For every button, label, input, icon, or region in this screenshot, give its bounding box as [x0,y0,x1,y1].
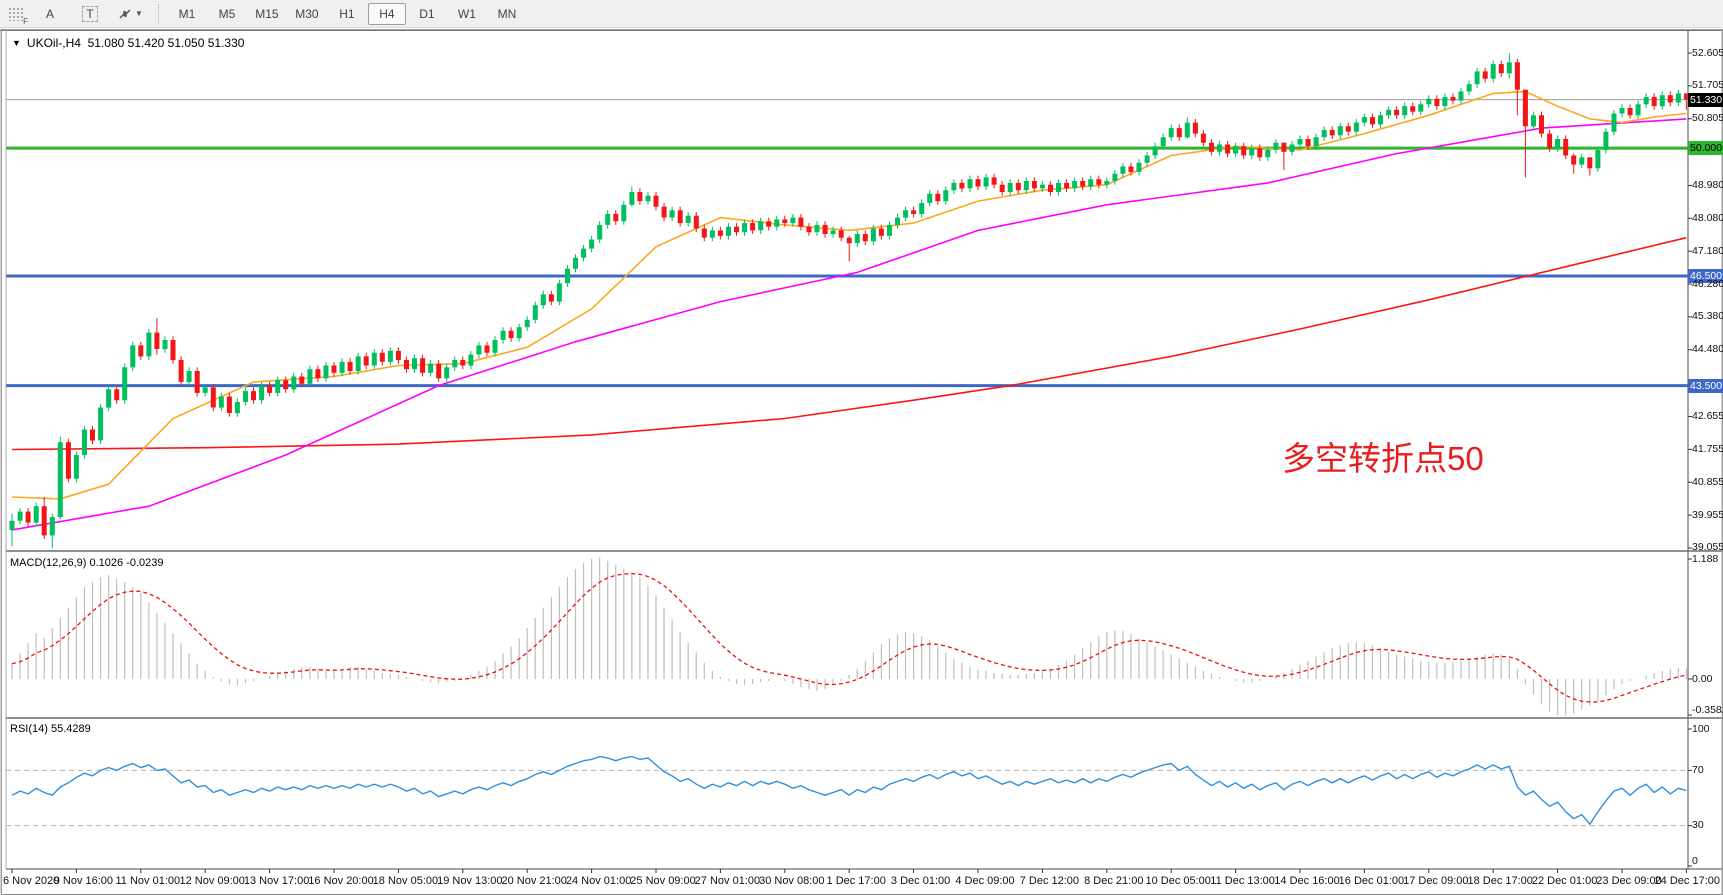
time-axis-label: 8 Dec 21:00 [1084,875,1144,887]
time-axis-label: 19 Nov 13:00 [437,875,503,887]
macd-signal-line [11,572,1687,703]
price-axis-label: 42.655 [1692,409,1723,422]
timeframe-button-m5[interactable]: M5 [218,6,236,21]
price-axis-label: 44.480 [1692,343,1723,356]
ohlc-values: 51.080 51.420 51.050 51.330 [87,36,245,50]
time-axis-label: 16 Dec 01:00 [1338,875,1405,887]
macd-histogram [11,557,1688,716]
rsi-axis-label: 100 [1692,722,1710,735]
rsi-axis-label: 30 [1692,819,1704,832]
price-axis-label: 40.855 [1692,475,1723,488]
price-axis-label: 39.055 [1692,541,1723,554]
timeframe-button-group: M1 M5 M15 M30 H1 H4 D1 W1 MN [167,2,527,25]
time-axis-label: 24 Dec 17:00 [1654,875,1720,887]
rsi-line [11,755,1687,826]
price-axis-label: 48.080 [1692,211,1723,224]
time-axis-label: 7 Dec 12:00 [1019,875,1080,887]
time-axis-label: 25 Nov 09:00 [630,875,696,887]
ma-mid-line [11,118,1687,531]
time-axis-label: 16 Nov 20:00 [308,875,374,887]
chart-frame [1,30,1723,895]
diagonal-arrows-icon [119,9,131,18]
toolbar-separator [157,3,160,24]
macd-axis-label: 1.188 [1692,552,1719,565]
ma-slow-line [11,236,1687,451]
time-axis-label: 10 Dec 05:00 [1145,875,1211,887]
rsi-axis-label: 0 [1692,854,1698,867]
chart-annotation-text: 多空转折点50 [1282,440,1484,477]
time-axis-label: 17 Dec 09:00 [1403,875,1469,887]
price-axis-label: 41.755 [1692,442,1723,455]
time-axis-label: 6 Nov 2020 [3,875,60,887]
text-tool-button[interactable]: T [71,3,109,25]
price-axis-label: 46.280 [1692,277,1723,290]
font-tool-button[interactable]: A [45,6,54,21]
price-axis-tag-51.330: 51.330 [1688,92,1723,107]
symbol-name: UKOil-,H4 [26,36,81,50]
time-axis-label: 20 Nov 21:00 [501,875,567,887]
chevron-down-icon: ▼ [135,9,143,18]
macd-axis-label: 0.00 [1692,672,1713,685]
time-axis-label: 22 Dec 01:00 [1531,875,1598,887]
price-axis-tag-46.500: 46.500 [1688,269,1723,284]
time-axis-label: 3 Dec 01:00 [890,875,951,887]
time-axis-label: 18 Dec 17:00 [1467,875,1533,887]
time-axis-label: 12 Nov 09:00 [179,875,245,887]
price-axis-tag-50.000: 50.000 [1688,141,1723,156]
timeframe-button-m1[interactable]: M1 [178,6,196,21]
candles-group [9,53,1689,549]
time-axis-label: 13 Nov 17:00 [243,875,310,887]
rsi-indicator-label: RSI(14) 55.4289 [10,723,91,735]
timeframe-button-m15[interactable]: M15 [255,6,279,21]
timeframe-button-w1[interactable]: W1 [457,6,476,21]
price-axis-label: 45.380 [1692,310,1723,323]
time-axis-label: 27 Nov 01:00 [694,875,761,887]
time-axis-label: 9 Nov 16:00 [53,875,114,887]
time-axis-label: 4 Dec 09:00 [955,875,1015,887]
time-axis-label: 23 Dec 09:00 [1596,875,1662,887]
price-axis-label: 47.180 [1692,244,1723,257]
time-axis-label: 18 Nov 05:00 [372,875,439,887]
macd-axis-label: -0.3582 [1692,703,1723,716]
price-axis-label: 48.980 [1692,178,1723,191]
timeframe-button-mn[interactable]: MN [497,6,517,21]
time-axis-label: 24 Nov 01:00 [565,875,632,887]
time-axis-label: 11 Nov 01:00 [115,875,181,887]
chart-title: ▼ UKOil-,H4 51.080 51.420 51.050 51.330 [12,36,244,50]
price-axis-label: 51.705 [1692,79,1723,92]
price-axis-tag-43.500: 43.500 [1688,378,1723,393]
ma-fast-line [11,90,1687,500]
time-axis-label: 14 Dec 16:00 [1274,875,1340,887]
time-axis-label: 1 Dec 17:00 [826,875,886,887]
toolbar-drag-handle-icon[interactable]: F [8,6,28,26]
time-axis-label: 11 Dec 13:00 [1210,875,1275,887]
rsi-axis-label: 70 [1692,763,1704,776]
price-axis-label: 52.605 [1692,46,1723,59]
price-axis-label: 39.955 [1692,508,1723,521]
timeframe-button-h4[interactable]: H4 [367,2,406,25]
time-axis-label: 30 Nov 08:00 [759,875,825,887]
macd-indicator-label: MACD(12,26,9) 0.1026 -0.0239 [10,557,164,569]
timeframe-button-m30[interactable]: M30 [295,6,319,21]
cursor-mode-button[interactable]: ▼ [111,3,150,25]
toolbar: F A T ▼ M1 M5 M15 M30 H1 H4 D1 W1 MN [0,0,1723,28]
price-axis-label: 50.805 [1692,112,1723,125]
timeframe-button-h1[interactable]: H1 [339,6,355,21]
symbol-dropdown-icon[interactable]: ▼ [12,38,21,48]
timeframe-button-d1[interactable]: D1 [419,6,435,21]
